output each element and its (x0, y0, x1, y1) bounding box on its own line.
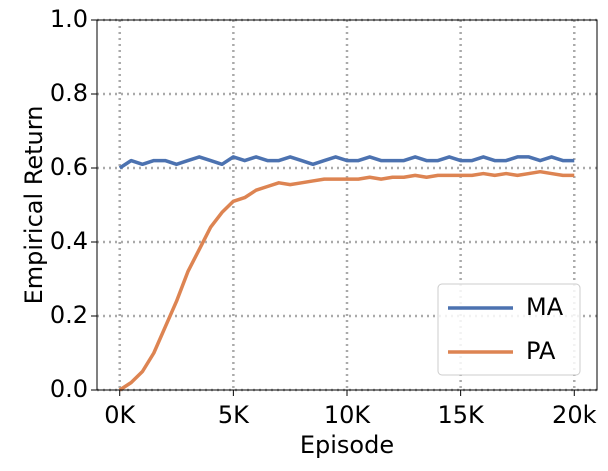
x-axis-label: Episode (300, 431, 394, 459)
legend-label: MA (526, 293, 564, 321)
line-series (118, 169, 575, 392)
x-tick-label: 20k (552, 401, 597, 429)
legend-label: PA (526, 337, 556, 365)
y-tick-label: 0.4 (50, 227, 88, 255)
x-tick-label: 0K (104, 401, 136, 429)
plot-frame (96, 19, 598, 391)
x-tick-label: 15K (437, 401, 485, 429)
y-tick-label: 0.8 (50, 79, 88, 107)
x-tick-label: 5K (218, 401, 250, 429)
legend: MA PA (437, 283, 581, 376)
y-tick-label: 0.2 (50, 301, 88, 329)
x-tick-label: 10K (324, 401, 372, 429)
y-tick-label: 0.0 (50, 375, 88, 403)
y-tick-label: 0.6 (50, 153, 88, 181)
y-tick-label: 1.0 (50, 5, 88, 33)
line-series (118, 155, 575, 170)
y-axis-label: Empirical Return (20, 106, 48, 305)
